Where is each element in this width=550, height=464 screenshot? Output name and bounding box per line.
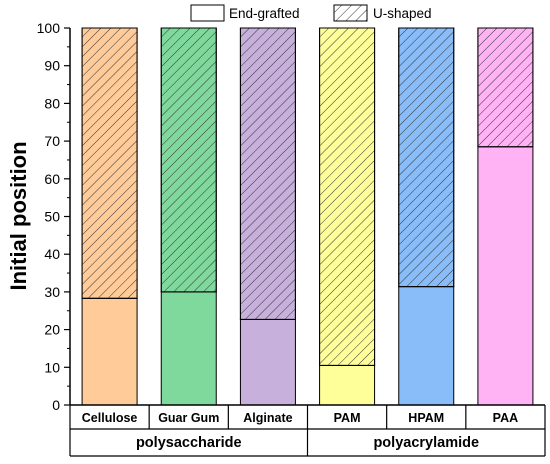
bar-guar-gum-end-grafted	[160, 291, 217, 406]
y-tick-label-100: 100	[37, 20, 61, 36]
legend-label-u-shaped: U-shaped	[373, 6, 432, 21]
legend: End-grafted U-shaped	[190, 4, 432, 22]
y-tick-label-70: 70	[44, 133, 60, 149]
bar-alginate-u-shaped-hatch	[239, 27, 296, 320]
y-tick-label-80: 80	[44, 95, 60, 111]
category-label-pam: PAM	[334, 411, 361, 425]
group-label-polysaccharide: polysaccharide	[136, 435, 242, 451]
bar-paa-u-shaped-hatch	[477, 27, 534, 148]
y-tick-label-0: 0	[52, 397, 60, 413]
category-label-guar-gum: Guar Gum	[158, 411, 219, 425]
legend-swatch-u-shaped	[333, 4, 368, 22]
axes: 0 10 20 30 40 50 60 70 80 90 100 Cellulose Guar Gum A…	[37, 20, 546, 457]
plot-area	[81, 27, 534, 406]
y-tick-label-60: 60	[44, 171, 60, 187]
category-label-hpam: HPAM	[408, 411, 444, 425]
bar-alginate-end-grafted	[239, 318, 296, 406]
bar-guar-gum-u-shaped-hatch	[160, 27, 217, 293]
bar-cellulose-end-grafted	[81, 297, 138, 406]
category-label-cellulose: Cellulose	[82, 411, 138, 425]
legend-label-end-grafted: End-grafted	[229, 6, 300, 21]
y-tick-label-30: 30	[44, 284, 60, 300]
y-tick-label-50: 50	[44, 209, 60, 225]
category-label-alginate: Alginate	[243, 411, 292, 425]
legend-swatch-end-grafted	[190, 4, 225, 22]
y-tick-label-10: 10	[44, 359, 60, 375]
y-tick-label-90: 90	[44, 58, 60, 74]
y-tick-label-40: 40	[44, 246, 60, 262]
bar-paa-end-grafted	[477, 146, 534, 406]
y-tick-label-20: 20	[44, 322, 60, 338]
bar-cellulose-u-shaped-hatch	[81, 27, 138, 299]
y-axis-title: Initial position	[6, 141, 31, 290]
bar-pam-end-grafted	[319, 364, 376, 406]
bar-hpam-u-shaped-hatch	[398, 27, 455, 288]
category-label-paa: PAA	[493, 411, 518, 425]
bar-hpam-end-grafted	[398, 286, 455, 406]
bar-pam-u-shaped-hatch	[319, 27, 376, 366]
group-label-polyacrylamide: polyacrylamide	[373, 435, 479, 451]
